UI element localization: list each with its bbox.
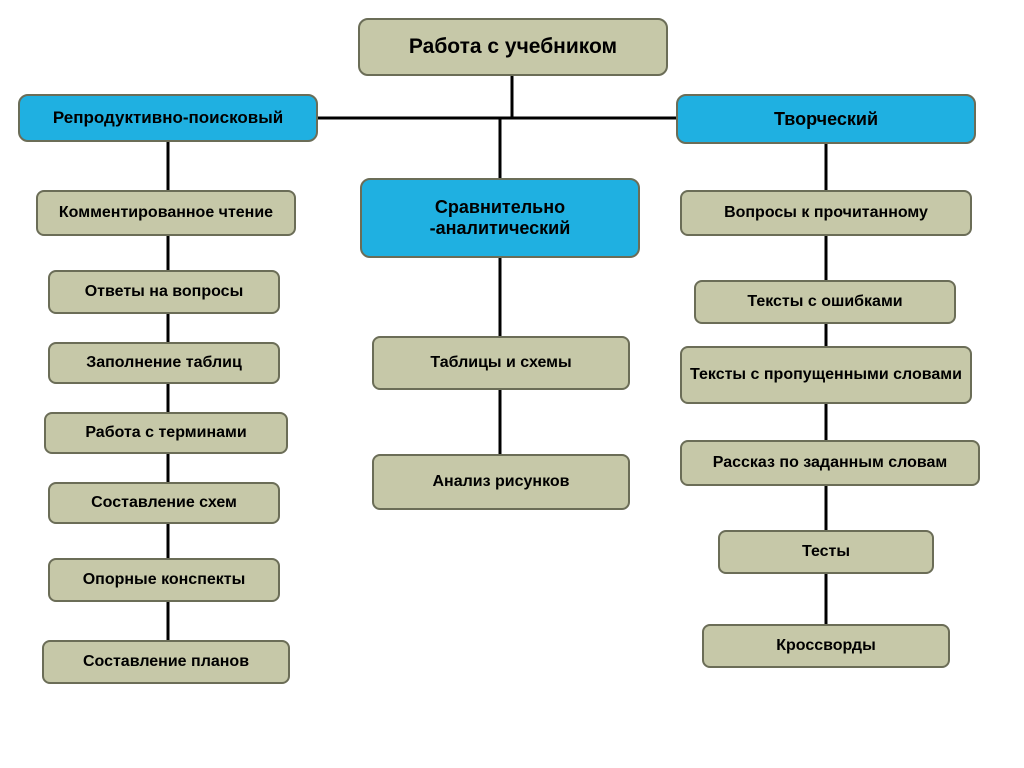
node-right-0: Вопросы к прочитанному	[680, 190, 972, 236]
node-left-0: Комментированное чтение	[36, 190, 296, 236]
node-right-5: Кроссворды	[702, 624, 950, 668]
node-right-2: Тексты с пропущенными словами	[680, 346, 972, 404]
node-left-2: Заполнение таблиц	[48, 342, 280, 384]
node-left-5: Опорные конспекты	[48, 558, 280, 602]
title-box: Работа с учебником	[358, 18, 668, 76]
node-left-4: Составление схем	[48, 482, 280, 524]
cat-reproductive: Репродуктивно-поисковый	[18, 94, 318, 142]
node-middle-1: Анализ рисунков	[372, 454, 630, 510]
node-left-6: Составление планов	[42, 640, 290, 684]
node-left-3: Работа с терминами	[44, 412, 288, 454]
cat-creative: Творческий	[676, 94, 976, 144]
node-left-1: Ответы на вопросы	[48, 270, 280, 314]
node-right-1: Тексты с ошибками	[694, 280, 956, 324]
node-right-3: Рассказ по заданным словам	[680, 440, 980, 486]
node-middle-0: Таблицы и схемы	[372, 336, 630, 390]
cat-analytical: Сравнительно -аналитический	[360, 178, 640, 258]
node-right-4: Тесты	[718, 530, 934, 574]
